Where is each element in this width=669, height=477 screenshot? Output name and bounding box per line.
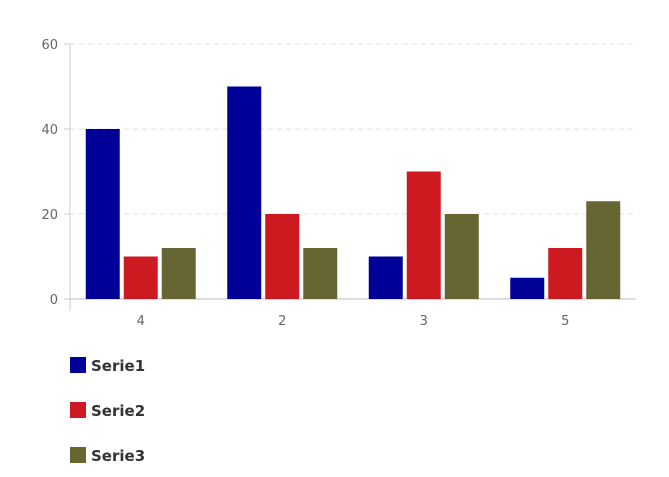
bar-serie3-cat-5[interactable] (586, 201, 621, 299)
bars (85, 86, 621, 300)
bar-serie2-cat-5[interactable] (548, 248, 583, 299)
bar-serie3-cat-3[interactable] (444, 214, 479, 299)
legend-swatch-serie2[interactable] (70, 402, 86, 418)
bar-serie2-cat-4[interactable] (123, 256, 158, 300)
legend-label-serie2[interactable]: Serie2 (91, 402, 145, 420)
bar-serie3-cat-2[interactable] (303, 248, 338, 299)
bar-serie2-cat-3[interactable] (406, 171, 441, 300)
legend: Serie1 Serie2 Serie3 (70, 357, 145, 465)
bar-serie2-cat-2[interactable] (265, 214, 300, 299)
x-tick-label: 3 (420, 314, 428, 329)
gridlines (70, 43, 636, 215)
y-tick-label: 20 (41, 208, 58, 223)
x-tick-label: 2 (278, 314, 286, 329)
legend-swatch-serie1[interactable] (70, 357, 86, 373)
legend-swatch-serie3[interactable] (70, 447, 86, 463)
y-tick-label: 60 (41, 38, 58, 53)
tick-labels: 0 20 40 60 4 2 3 5 (41, 38, 569, 329)
legend-label-serie3[interactable]: Serie3 (91, 447, 145, 465)
y-tick-label: 40 (41, 123, 58, 138)
bar-serie1-cat-5[interactable] (510, 277, 545, 299)
y-tick-label: 0 (50, 293, 58, 308)
bar-serie3-cat-4[interactable] (161, 248, 196, 299)
bar-serie1-cat-3[interactable] (368, 256, 403, 300)
x-tick-label: 5 (561, 314, 569, 329)
bar-serie1-cat-4[interactable] (85, 129, 120, 299)
legend-label-serie1[interactable]: Serie1 (91, 357, 145, 375)
x-tick-label: 4 (137, 314, 145, 329)
bar-serie1-cat-2[interactable] (227, 86, 262, 300)
